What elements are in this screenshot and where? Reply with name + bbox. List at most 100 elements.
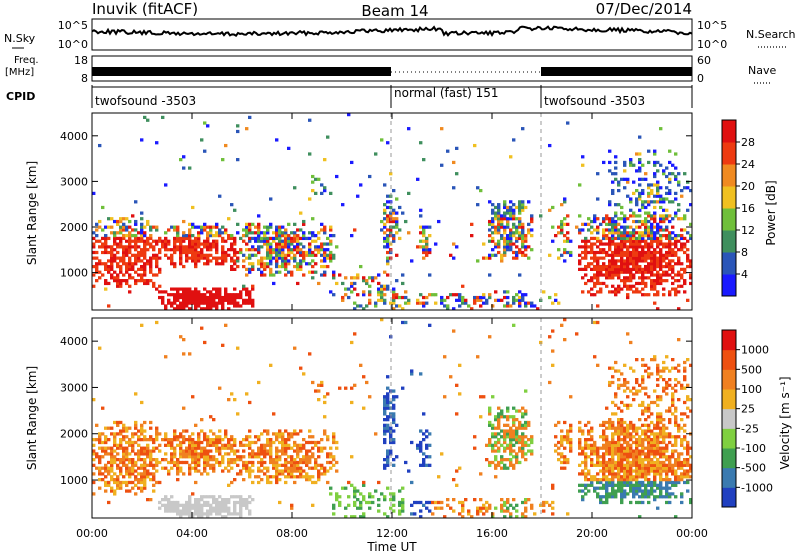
power-cell <box>278 225 282 229</box>
velocity-cell <box>509 440 513 445</box>
velocity-cell <box>653 455 657 459</box>
power-cell <box>131 234 135 238</box>
power-colorbar-cell-1 <box>722 252 736 275</box>
velocity-cell <box>188 498 192 502</box>
power-cell <box>173 287 177 291</box>
velocity-cell <box>677 426 681 430</box>
velocity-cell <box>287 438 291 442</box>
velocity-cell <box>671 452 675 456</box>
velocity-cell <box>251 463 255 467</box>
power-cell <box>602 256 606 260</box>
power-cell <box>647 245 651 249</box>
velocity-cell <box>386 406 390 410</box>
velocity-cell <box>521 446 525 450</box>
velocity-cell <box>605 440 609 445</box>
velocity-cell <box>605 443 609 447</box>
power-cell <box>680 284 684 288</box>
velocity-cell <box>281 432 285 436</box>
velocity-cell <box>128 460 132 465</box>
velocity-cell <box>203 432 207 436</box>
velocity-cell <box>518 426 522 430</box>
velocity-cell <box>593 446 597 450</box>
power-cell <box>137 256 141 260</box>
power-cell <box>284 253 288 257</box>
power-cell <box>671 253 675 257</box>
velocity-cell <box>227 452 231 456</box>
power-cell <box>251 253 255 257</box>
power-cell <box>383 287 387 291</box>
velocity-cell <box>146 475 150 479</box>
velocity-cell <box>104 483 108 487</box>
power-cell <box>680 262 684 266</box>
power-cell <box>209 293 213 297</box>
velocity-cell <box>428 323 432 327</box>
velocity-cell <box>134 440 138 445</box>
power-cell <box>563 250 567 255</box>
power-cell <box>629 253 633 257</box>
power-cell <box>635 200 639 204</box>
velocity-cell <box>656 432 660 436</box>
power-cell <box>245 287 249 291</box>
velocity-cell <box>659 395 663 399</box>
power-cell <box>104 234 108 238</box>
velocity-cell <box>245 392 249 396</box>
power-cell <box>497 222 501 226</box>
velocity-cell <box>353 332 357 336</box>
power-cell <box>503 290 507 294</box>
velocity-cell <box>137 478 141 482</box>
power-cell <box>632 234 636 238</box>
power-cell <box>158 250 162 255</box>
velocity-cell <box>104 438 108 442</box>
velocity-cell <box>626 458 630 462</box>
velocity-cell <box>512 415 516 419</box>
velocity-cell <box>680 426 684 430</box>
power-cell <box>626 287 630 291</box>
power-cell <box>98 219 102 224</box>
power-cell <box>497 228 501 232</box>
velocity-cell <box>218 435 222 439</box>
velocity-cell <box>485 443 489 447</box>
velocity-cell <box>605 483 609 487</box>
power-cell <box>296 281 300 286</box>
velocity-cell <box>212 469 216 473</box>
power-cell <box>611 270 615 274</box>
power-cell <box>650 273 654 277</box>
velocity-cell <box>305 472 309 476</box>
velocity-cell <box>659 472 663 476</box>
power-cell <box>629 231 633 235</box>
power-cell <box>206 295 210 300</box>
power-cell <box>515 250 519 255</box>
velocity-cell <box>596 458 600 462</box>
power-cell <box>233 248 237 252</box>
power-cell <box>662 279 666 283</box>
velocity-cell <box>590 449 594 453</box>
power-cell <box>152 253 156 257</box>
power-cell <box>218 194 222 198</box>
power-cell <box>527 301 531 305</box>
power-cell <box>500 256 504 260</box>
power-cell <box>335 281 339 286</box>
power-cell <box>110 248 114 252</box>
velocity-cell <box>179 452 183 456</box>
velocity-cell <box>320 472 324 476</box>
power-cell <box>650 228 654 232</box>
velocity-cell <box>140 426 144 430</box>
power-cell <box>194 245 198 249</box>
velocity-cell <box>527 438 531 442</box>
power-cell <box>617 248 621 252</box>
velocity-cell <box>206 460 210 465</box>
power-cell <box>158 267 162 271</box>
power-cell <box>245 248 249 252</box>
velocity-cell <box>668 435 672 439</box>
velocity-cell <box>530 438 534 442</box>
power-cell <box>656 279 660 283</box>
velocity-cell <box>512 466 516 470</box>
velocity-cell <box>662 429 666 433</box>
power-cell <box>653 236 657 241</box>
power-cell <box>182 234 186 238</box>
velocity-cell <box>587 446 591 450</box>
velocity-cell <box>647 426 651 430</box>
velocity-cell <box>635 458 639 462</box>
velocity-cell <box>299 475 303 479</box>
velocity-cell <box>593 440 597 445</box>
